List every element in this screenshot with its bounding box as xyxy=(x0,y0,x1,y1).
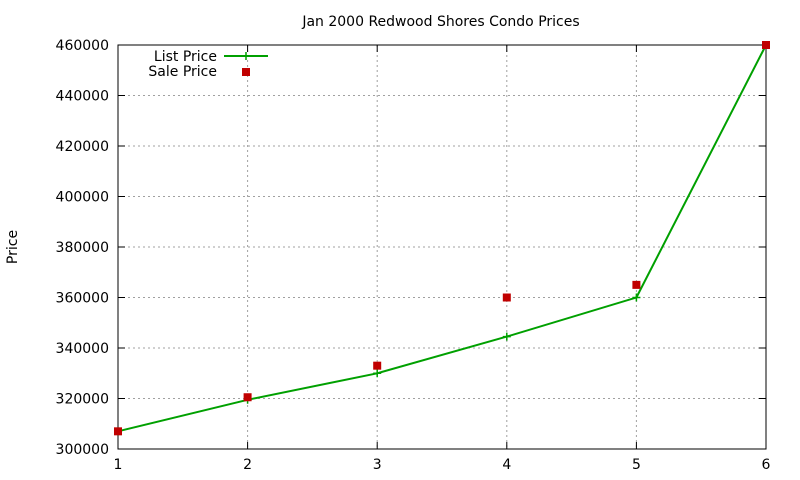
x-tick-label: 5 xyxy=(632,457,641,473)
y-tick-label: 320000 xyxy=(56,392,109,408)
sale-price-point xyxy=(502,293,511,302)
y-tick-label: 360000 xyxy=(56,291,109,307)
y-tick-label: 440000 xyxy=(56,89,109,105)
y-tick-label: 340000 xyxy=(56,341,109,357)
x-tick-label: 1 xyxy=(114,457,123,473)
legend-label-sale-price: Sale Price xyxy=(148,64,217,80)
x-tick-label: 6 xyxy=(762,457,771,473)
y-tick-label: 380000 xyxy=(56,240,109,256)
list-price-point xyxy=(502,332,511,341)
y-axis-label: Price xyxy=(5,230,21,264)
list-price-point xyxy=(632,293,641,302)
data-series xyxy=(114,41,770,436)
y-tick-label: 300000 xyxy=(56,442,109,458)
x-tick-label: 2 xyxy=(243,457,252,473)
legend-marker-list-price xyxy=(242,52,250,60)
legend-label-list-price: List Price xyxy=(154,49,217,65)
legend-swatch-sale-price xyxy=(242,68,250,76)
x-tick-label: 3 xyxy=(373,457,382,473)
axis-ticks: 300000 320000 340000 360000 380000 400000 4200… xyxy=(56,38,771,473)
list-price-point xyxy=(373,369,382,378)
grid-lines xyxy=(118,45,766,449)
x-tick-label: 4 xyxy=(502,457,511,473)
sale-price-point xyxy=(243,393,252,402)
sale-price-point xyxy=(373,361,382,370)
list-price-line xyxy=(117,44,767,433)
y-tick-label: 420000 xyxy=(56,139,109,155)
y-tick-label: 460000 xyxy=(56,38,109,54)
sale-price-point xyxy=(762,41,770,49)
legend: List Price Sale Price xyxy=(148,49,268,80)
sale-price-point xyxy=(632,280,641,289)
y-tick-label: 400000 xyxy=(56,190,109,206)
chart-title: Jan 2000 Redwood Shores Condo Prices xyxy=(301,14,579,30)
sale-price-point xyxy=(114,427,122,436)
